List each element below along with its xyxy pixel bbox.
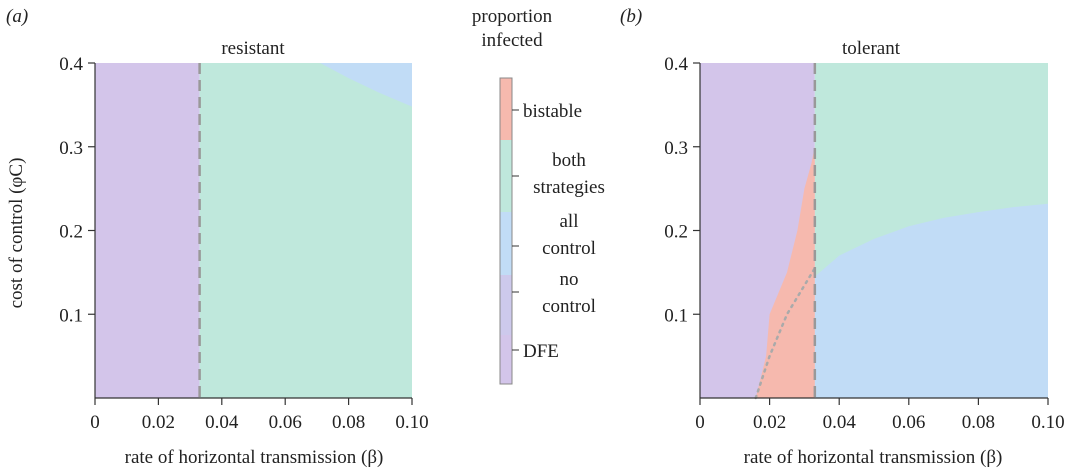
legend: proportion infected bistable both strategi…	[472, 6, 605, 385]
panel-a: (a) resistant 0 0.02 0.04 0.06 0.08 0.10 0.10…	[6, 6, 429, 468]
panel-a-x-tick-label: 0.02	[142, 412, 175, 433]
panel-a-x-axis-label: rate of horizontal transmission (β)	[125, 447, 384, 468]
legend-labels: bistable both strategies all control no contro…	[523, 101, 605, 362]
panel-a-y-tick-label: 0.4	[59, 54, 83, 75]
panel-b-dotted-curve	[754, 266, 817, 400]
panel-b: (b) tolerant 0 0.02 0.04 0.06 0.08 0.10 0.10.…	[620, 6, 1065, 468]
panel-b-region-bistable	[755, 146, 815, 398]
panel-a-y-tick-label: 0.1	[59, 305, 83, 326]
legend-title-line1: proportion	[472, 6, 553, 27]
panel-b-x-tick-label: 0.10	[1031, 412, 1064, 433]
panel-a-y-ticks: 0.1 0.2 0.3 0.4	[59, 54, 95, 326]
panel-a-region-both-strategies	[199, 63, 412, 398]
legend-swatch-no	[500, 275, 512, 335]
panel-b-x-tick-label: 0.06	[892, 412, 925, 433]
legend-label-bistable: bistable	[523, 101, 582, 122]
legend-colorbar	[499, 77, 519, 385]
panel-b-label: (b)	[620, 6, 642, 27]
panel-a-x-tick-label: 0.04	[205, 412, 239, 433]
panel-b-title: tolerant	[842, 38, 901, 59]
panel-b-x-tick-label: 0	[695, 412, 705, 433]
legend-label-strategies: strategies	[533, 177, 605, 198]
panel-a-x-tick-label: 0.10	[395, 412, 428, 433]
panel-a-x-ticks: 0 0.02 0.04 0.06 0.08 0.10	[90, 398, 429, 433]
panel-b-x-tick-label: 0.08	[962, 412, 995, 433]
panel-a-region-all-control	[320, 63, 412, 107]
panel-a-x-tick-label: 0	[90, 412, 100, 433]
legend-swatch-both	[500, 140, 512, 212]
panel-b-x-tick-label: 0.04	[823, 412, 857, 433]
panel-b-x-ticks: 0 0.02 0.04 0.06 0.08 0.10	[695, 398, 1065, 433]
panel-b-plot	[699, 63, 1048, 400]
legend-colorbar-border	[499, 77, 513, 385]
panel-a-title: resistant	[221, 38, 285, 59]
panel-b-y-tick-label: 0.3	[664, 138, 688, 159]
legend-swatch-all	[500, 212, 512, 275]
legend-swatch-dfe	[500, 335, 512, 384]
legend-label-both: both	[552, 150, 586, 171]
panel-a-y-axis-label: cost of control (φC)	[6, 158, 27, 309]
panel-a-y-tick-label: 0.3	[59, 138, 83, 159]
legend-label-control-1: control	[542, 238, 596, 259]
panel-a-region-dfe	[95, 63, 200, 398]
panel-b-region-all-control	[814, 203, 1048, 398]
legend-title-line2: infected	[481, 30, 543, 51]
panel-b-y-tick-label: 0.1	[664, 305, 688, 326]
panel-a-label: (a)	[6, 6, 28, 27]
panel-a-x-tick-label: 0.08	[332, 412, 365, 433]
panel-b-x-axis-label: rate of horizontal transmission (β)	[744, 447, 1003, 468]
panel-b-x-tick-label: 0.02	[753, 412, 786, 433]
legend-label-control-2: control	[542, 296, 596, 317]
panel-a-y-tick-label: 0.2	[59, 222, 83, 243]
legend-label-no: no	[560, 269, 579, 290]
panel-b-y-tick-label: 0.4	[664, 54, 688, 75]
legend-swatch-bistable	[500, 78, 512, 140]
panel-a-x-tick-label: 0.06	[269, 412, 302, 433]
panel-b-y-ticks: 0.1 0.2 0.3 0.4	[664, 54, 700, 326]
panel-b-y-tick-label: 0.2	[664, 222, 688, 243]
panel-a-plot	[94, 63, 412, 399]
legend-label-dfe: DFE	[523, 341, 559, 362]
legend-label-all: all	[560, 211, 579, 232]
